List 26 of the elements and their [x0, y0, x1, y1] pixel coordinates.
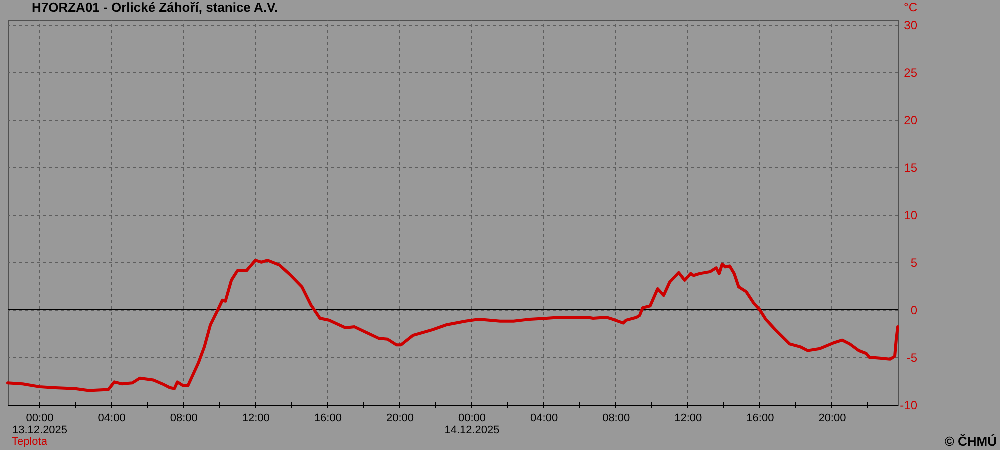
y-tick-label: 10 [904, 208, 918, 222]
x-tick-label: 08:00 [170, 412, 198, 424]
y-tick-label: 0 [910, 303, 918, 318]
x-tick-label: 04:00 [530, 412, 558, 424]
x-tick-label: 00:00 13.12.2025 [12, 412, 68, 436]
y-tick-label: -5 [906, 350, 918, 365]
y-tick-label: 30 [904, 18, 918, 32]
x-tick-label: 12:00 [674, 412, 702, 424]
x-tick-label: 00:00 14.12.2025 [444, 412, 500, 436]
y-tick-label: -10 [900, 398, 918, 412]
x-tick-label: 16:00 [746, 412, 774, 424]
y-tick-label: 25 [904, 66, 918, 80]
x-tick-label: 20:00 [818, 412, 846, 424]
y-tick-label: 15 [904, 160, 918, 175]
x-tick-label: 12:00 [242, 412, 270, 424]
x-tick-label: 08:00 [602, 412, 630, 424]
x-tick-label: 04:00 [98, 412, 126, 424]
y-tick-label: 5 [910, 256, 918, 270]
chart-title: H7ORZA01 - Orlické Záhoří, stanice A.V. [32, 0, 278, 15]
text: © ČHMÚ [944, 434, 997, 449]
x-tick-label: 20:00 [386, 412, 414, 424]
y-tick-label: 20 [904, 113, 918, 128]
line-series [6, 259, 900, 392]
x-tick-label: 16:00 [314, 412, 342, 424]
text: Teplota [12, 436, 48, 448]
y-axis-title: °C [904, 0, 918, 14]
